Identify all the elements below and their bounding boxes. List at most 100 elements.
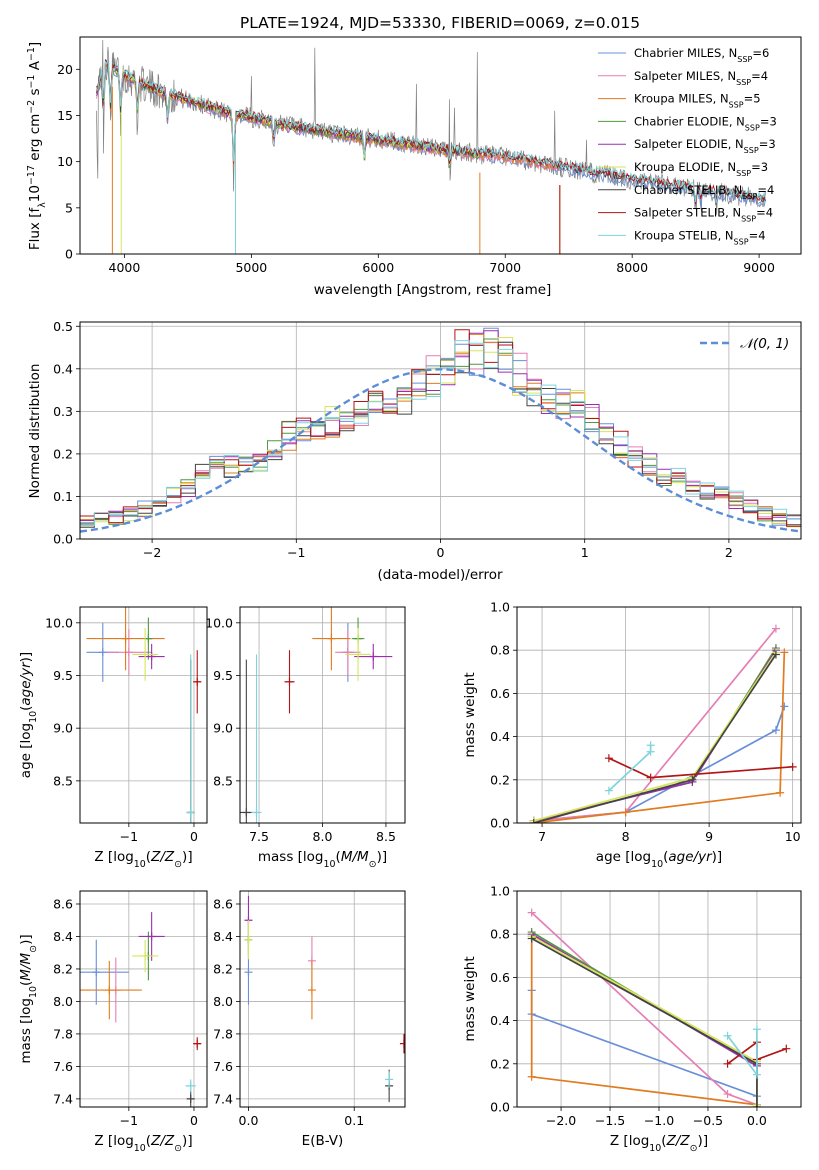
point-kroupa-stelib bbox=[186, 808, 195, 817]
point-salpeter-stelib bbox=[723, 1059, 732, 1068]
y-tick-label: 9.0 bbox=[213, 721, 233, 736]
y-tick-label: 8.0 bbox=[213, 994, 233, 1009]
point-kroupa-miles bbox=[780, 648, 789, 657]
y-tick-label: 7.6 bbox=[53, 1059, 73, 1074]
y-tick-label: 0.3 bbox=[53, 404, 73, 419]
axes-frame bbox=[239, 890, 406, 1108]
x-tick-label: −1 bbox=[120, 829, 138, 844]
y-axis-label: Flux [fλ10−17 erg cm−2 s−1 A−1] bbox=[26, 42, 48, 250]
y-tick-label: 15 bbox=[57, 108, 73, 123]
panel-age_vs_mass: 7.5 8.0 8.5 8.5 9.0 9.5 10.0 mass [log10(M/M⊙)] bbox=[205, 606, 406, 870]
y-tick-label: 0.6 bbox=[490, 686, 510, 701]
x-tick-label: −1 bbox=[120, 1113, 138, 1128]
panel-weight_vs_age: 7 8 9 10 0.0 0.2 0.4 0.6 0.8 1.0 age [log10(age/yr… bbox=[462, 600, 802, 870]
point-kroupa-elodie bbox=[354, 650, 363, 659]
plot-area-mass_vs_Z bbox=[80, 912, 202, 1107]
y-axis-label: mass weight bbox=[462, 672, 478, 757]
legend-label-normal: 𝒩(0, 1) bbox=[740, 336, 789, 352]
figure-title: PLATE=1924, MJD=53330, FIBERID=0069, z=0… bbox=[240, 14, 640, 32]
point-salpeter-stelib bbox=[399, 1039, 405, 1048]
plot-area-mass_vs_ebv bbox=[244, 895, 405, 1103]
legend-label-chabrier-stelib: Chabrier STELIB, NSSP=4 bbox=[634, 183, 774, 201]
point-salpeter-stelib bbox=[604, 754, 613, 763]
x-tick-label: −1.5 bbox=[595, 1113, 625, 1128]
axes-frame bbox=[79, 321, 802, 540]
legend-label-salpeter-elodie: Salpeter ELODIE, NSSP=3 bbox=[634, 137, 776, 155]
series-line-chabrier-miles bbox=[530, 990, 758, 1105]
x-tick-label: 8000 bbox=[616, 260, 648, 275]
y-tick-label: 1.0 bbox=[490, 884, 510, 899]
y-tick-label: 8.6 bbox=[213, 896, 233, 911]
legend-label-salpeter-miles: Salpeter MILES, NSSP=4 bbox=[634, 69, 768, 87]
x-tick-label: 0.0 bbox=[747, 1113, 767, 1128]
x-axis-label: Z [log10(Z/Z⊙)] bbox=[94, 849, 192, 870]
x-tick-label: 0 bbox=[190, 1113, 198, 1128]
x-tick-label: −2.0 bbox=[546, 1113, 576, 1128]
y-tick-label: 0 bbox=[65, 247, 73, 262]
y-tick-label: 9.5 bbox=[53, 668, 73, 683]
point-salpeter-miles bbox=[723, 1090, 732, 1099]
y-tick-label: 8.5 bbox=[53, 773, 73, 788]
point-chabrier-stelib bbox=[529, 819, 538, 823]
point-kroupa-miles bbox=[621, 808, 630, 817]
y-tick-label: 8.0 bbox=[53, 994, 73, 1009]
y-tick-label: 7.8 bbox=[213, 1026, 233, 1041]
y-tick-label: 7.6 bbox=[213, 1059, 233, 1074]
y-tick-label: 9.0 bbox=[53, 721, 73, 736]
legend-label-chabrier-elodie: Chabrier ELODIE, NSSP=3 bbox=[634, 114, 777, 131]
point-salpeter-elodie bbox=[369, 652, 378, 661]
y-tick-label: 0.5 bbox=[53, 319, 73, 334]
point-salpeter-elodie bbox=[147, 652, 156, 661]
y-tick-label: 7.8 bbox=[53, 1026, 73, 1041]
x-tick-label: 10 bbox=[785, 829, 801, 844]
point-salpeter-miles bbox=[343, 648, 352, 657]
point-kroupa-stelib bbox=[186, 1081, 195, 1090]
y-tick-label: 0.1 bbox=[53, 489, 73, 504]
x-tick-label: 0.0 bbox=[239, 1113, 259, 1128]
y-tick-label: 0.4 bbox=[53, 361, 73, 376]
hist-kroupa-stelib bbox=[80, 340, 801, 527]
point-kroupa-miles bbox=[527, 1072, 536, 1081]
series-line-kroupa-miles bbox=[530, 936, 758, 1107]
plot-area-age_vs_Z bbox=[86, 607, 202, 823]
point-chabrier-miles bbox=[771, 726, 780, 735]
x-tick-label: 9000 bbox=[743, 260, 775, 275]
legend-label-salpeter-stelib: Salpeter STELIB, NSSP=4 bbox=[634, 206, 773, 224]
y-tick-label: 8.2 bbox=[213, 961, 233, 976]
point-salpeter-stelib bbox=[788, 762, 797, 771]
plot-area-residuals bbox=[80, 327, 801, 533]
axes-frame bbox=[516, 890, 802, 1108]
point-salpeter-stelib bbox=[646, 773, 655, 782]
panel-mass_vs_Z: −1 0 7.4 7.6 7.8 8.0 8.2 8.4 8.6 Z [log10(Z/Z⊙)] m… bbox=[18, 890, 208, 1154]
point-chabrier-stelib bbox=[688, 775, 697, 784]
y-tick-label: 0.2 bbox=[490, 772, 510, 787]
x-tick-label: 8.5 bbox=[376, 829, 396, 844]
model-line-salpeter-elodie bbox=[96, 63, 481, 166]
y-tick-label: 0.4 bbox=[490, 729, 510, 744]
y-tick-label: 20 bbox=[57, 62, 73, 77]
x-tick-label: 9 bbox=[705, 829, 713, 844]
point-salpeter-stelib bbox=[285, 677, 294, 686]
x-tick-label: 7 bbox=[538, 829, 546, 844]
point-salpeter-stelib bbox=[193, 1039, 202, 1048]
y-axis-label: Normed distribution bbox=[27, 364, 43, 499]
axes-frame bbox=[79, 890, 208, 1108]
point-kroupa-miles bbox=[327, 634, 336, 643]
point-kroupa-stelib bbox=[752, 1025, 761, 1034]
x-tick-label: 7000 bbox=[489, 260, 521, 275]
x-tick-label: 2 bbox=[725, 545, 733, 560]
plot-area-weight_vs_age bbox=[529, 624, 797, 823]
model-line-kroupa-stelib bbox=[96, 58, 766, 204]
y-axis-label: mass weight bbox=[462, 956, 478, 1041]
point-chabrier-stelib bbox=[186, 1094, 195, 1103]
y-tick-label: 8.4 bbox=[53, 929, 73, 944]
point-kroupa-stelib bbox=[723, 1031, 732, 1040]
y-tick-label: 8.6 bbox=[53, 896, 73, 911]
point-kroupa-stelib bbox=[604, 786, 613, 795]
axes-frame bbox=[79, 606, 208, 824]
x-tick-label: 0 bbox=[437, 545, 445, 560]
series-line-salpeter-elodie bbox=[533, 649, 777, 822]
hist-salpeter-miles bbox=[80, 341, 801, 526]
point-kroupa-miles bbox=[307, 986, 316, 995]
x-tick-label: −1.0 bbox=[644, 1113, 674, 1128]
